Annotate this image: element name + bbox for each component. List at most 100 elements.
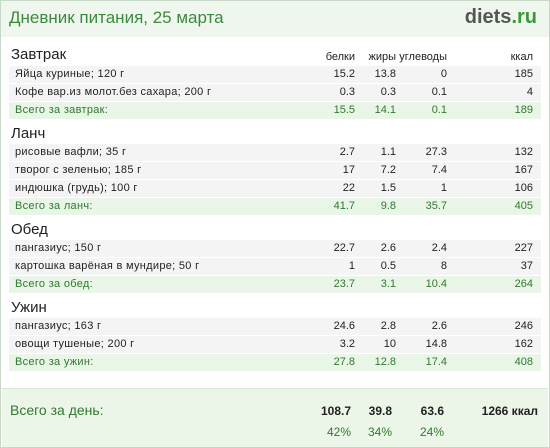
carbs-total: 17.4 xyxy=(425,356,447,368)
total-label: Всего за завтрак: xyxy=(15,104,109,116)
food-name: Кофе вар.из молот.без сахара; 200 г xyxy=(15,86,212,98)
day-protein-percent: 42% xyxy=(326,425,351,439)
kcal-value: 132 xyxy=(514,146,533,158)
carbs-total: 0.1 xyxy=(431,104,447,116)
fat-value: 10 xyxy=(383,338,396,350)
carbs-value: 2.4 xyxy=(431,242,447,254)
protein-value: 0.3 xyxy=(339,86,355,98)
protein-total: 27.8 xyxy=(333,356,355,368)
food-row[interactable]: творог с зеленью; 185 г 17 7.2 7.4 167 xyxy=(9,162,541,179)
food-row[interactable]: индюшка (грудь); 100 г 22 1.5 1 106 xyxy=(9,180,541,197)
meal-total-row: Всего за завтрак: 15.5 14.1 0.1 189 xyxy=(9,102,541,119)
fat-value: 1.1 xyxy=(380,146,396,158)
food-name: Яйца куриные; 120 г xyxy=(15,68,125,80)
column-header-fat: жиры xyxy=(368,51,396,63)
day-total-box: Всего за день: 108.7 39.8 63.6 1266 ккал… xyxy=(2,388,548,447)
food-row[interactable]: пангазиус; 163 г 24.6 2.8 2.6 246 xyxy=(9,318,541,335)
total-label: Всего за обед: xyxy=(15,278,93,290)
protein-value: 22 xyxy=(342,182,355,194)
meal-total-row: Всего за обед: 23.7 3.1 10.4 264 xyxy=(9,276,541,293)
protein-value: 1 xyxy=(348,260,355,272)
day-total-label: Всего за день: xyxy=(10,402,104,418)
food-row[interactable]: пангазиус; 150 г 22.7 2.6 2.4 227 xyxy=(9,240,541,257)
food-name: рисовые вафли; 35 г xyxy=(15,146,127,158)
column-header-protein: белки xyxy=(325,51,355,63)
logo-main: diets xyxy=(464,6,512,28)
carbs-value: 8 xyxy=(440,260,447,272)
total-label: Всего за ланч: xyxy=(15,200,93,212)
carbs-value: 0 xyxy=(440,68,447,80)
kcal-value: 227 xyxy=(514,242,533,254)
carbs-total: 35.7 xyxy=(425,200,447,212)
carbs-value: 2.6 xyxy=(431,320,447,332)
kcal-value: 246 xyxy=(514,320,533,332)
meal-title-lunch: Ланч xyxy=(11,125,46,142)
kcal-value: 185 xyxy=(514,68,533,80)
food-row[interactable]: картошка варёная в мундире; 50 г 1 0.5 8… xyxy=(9,258,541,275)
day-carbs-percent: 24% xyxy=(419,425,444,439)
protein-value: 3.2 xyxy=(339,338,355,350)
carbs-value: 1 xyxy=(440,182,447,194)
food-row[interactable]: Яйца куриные; 120 г 15.2 13.8 0 185 xyxy=(9,66,541,83)
protein-value: 15.2 xyxy=(333,68,355,80)
fat-value: 0.3 xyxy=(380,86,396,98)
carbs-total: 10.4 xyxy=(425,278,447,290)
carbs-value: 7.4 xyxy=(431,164,447,176)
food-row[interactable]: овощи тушеные; 200 г 3.2 10 14.8 162 xyxy=(9,336,541,353)
fat-total: 9.8 xyxy=(380,200,396,212)
fat-total: 12.8 xyxy=(374,356,396,368)
protein-total: 15.5 xyxy=(333,104,355,116)
day-carbs: 63.6 xyxy=(420,404,444,418)
header-bar: Дневник питания, 25 марта diets.ru xyxy=(1,1,549,37)
protein-total: 23.7 xyxy=(333,278,355,290)
logo-dot: . xyxy=(511,6,517,28)
fat-value: 13.8 xyxy=(374,68,396,80)
food-row[interactable]: рисовые вафли; 35 г 2.7 1.1 27.3 132 xyxy=(9,144,541,161)
food-name: пангазиус; 163 г xyxy=(15,320,102,332)
meal-title-breakfast: Завтрак xyxy=(11,46,67,63)
food-name: пангазиус; 150 г xyxy=(15,242,102,254)
fat-value: 2.6 xyxy=(380,242,396,254)
food-name: картошка варёная в мундире; 50 г xyxy=(15,260,200,272)
food-row[interactable]: Кофе вар.из молот.без сахара; 200 г 0.3 … xyxy=(9,84,541,101)
food-name: овощи тушеные; 200 г xyxy=(15,338,135,350)
protein-value: 24.6 xyxy=(333,320,355,332)
fat-value: 0.5 xyxy=(380,260,396,272)
kcal-value: 162 xyxy=(514,338,533,350)
meal-total-row: Всего за ужин: 27.8 12.8 17.4 408 xyxy=(9,354,541,371)
column-header-carbs: углеводы xyxy=(399,51,447,63)
fat-value: 7.2 xyxy=(380,164,396,176)
fat-total: 14.1 xyxy=(374,104,396,116)
kcal-value: 106 xyxy=(514,182,533,194)
protein-total: 41.7 xyxy=(333,200,355,212)
logo-tld: ru xyxy=(517,6,537,28)
page-title: Дневник питания, 25 марта xyxy=(9,8,224,27)
day-kcal: 1266 ккал xyxy=(481,404,538,418)
kcal-total: 189 xyxy=(514,104,533,116)
carbs-value: 14.8 xyxy=(425,338,447,350)
food-name: творог с зеленью; 185 г xyxy=(15,164,142,176)
carbs-value: 0.1 xyxy=(431,86,447,98)
kcal-total: 408 xyxy=(514,356,533,368)
kcal-total: 264 xyxy=(514,278,533,290)
meal-total-row: Всего за ланч: 41.7 9.8 35.7 405 xyxy=(9,198,541,215)
meal-title-dinner: Обед xyxy=(11,221,48,238)
site-logo[interactable]: diets.ru xyxy=(465,6,537,29)
day-fat-percent: 34% xyxy=(367,425,392,439)
kcal-total: 405 xyxy=(514,200,533,212)
column-header-kcal: ккал xyxy=(510,51,533,63)
kcal-value: 37 xyxy=(520,260,533,272)
meal-title-supper: Ужин xyxy=(11,299,47,316)
fat-total: 3.1 xyxy=(380,278,396,290)
protein-value: 17 xyxy=(342,164,355,176)
food-name: индюшка (грудь); 100 г xyxy=(15,182,138,194)
carbs-value: 27.3 xyxy=(425,146,447,158)
kcal-value: 167 xyxy=(514,164,533,176)
fat-value: 2.8 xyxy=(380,320,396,332)
fat-value: 1.5 xyxy=(380,182,396,194)
day-protein: 108.7 xyxy=(320,404,351,418)
day-fat: 39.8 xyxy=(368,404,392,418)
protein-value: 22.7 xyxy=(333,242,355,254)
kcal-value: 4 xyxy=(526,86,533,98)
